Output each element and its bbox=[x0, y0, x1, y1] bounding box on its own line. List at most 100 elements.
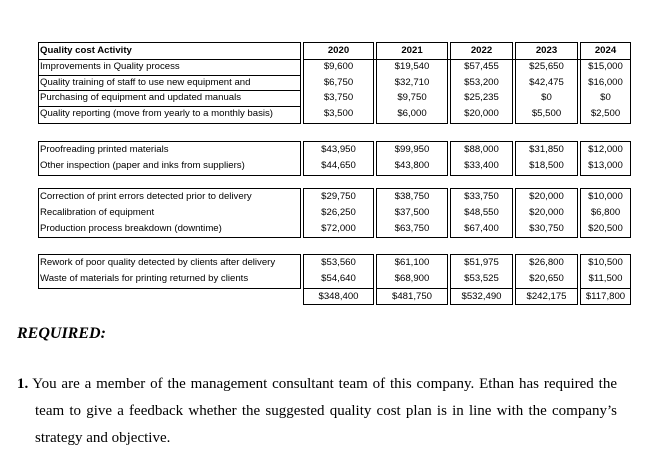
activity: Recalibration of equipment bbox=[40, 206, 155, 218]
question-number: 1. bbox=[17, 376, 29, 392]
amount: $11,500 bbox=[588, 272, 623, 284]
activity: Purchasing of equipment and updated manu… bbox=[40, 92, 242, 104]
amount: $32,710 bbox=[394, 76, 430, 88]
activity: Rework of poor quality detected by clien… bbox=[40, 257, 276, 268]
amount: $26,250 bbox=[321, 206, 356, 218]
activity: Proofreading printed materials bbox=[40, 144, 169, 155]
group-box bbox=[376, 42, 448, 124]
amount: $54,640 bbox=[321, 272, 356, 284]
amount: $61,100 bbox=[394, 257, 430, 268]
amount: $20,000 bbox=[464, 108, 499, 120]
amount: $9,600 bbox=[323, 60, 354, 72]
group-box bbox=[38, 42, 301, 124]
group-box bbox=[450, 188, 513, 239]
group-box bbox=[450, 42, 513, 124]
amount: $53,560 bbox=[321, 257, 356, 268]
header-cell: Quality cost Activity bbox=[40, 45, 132, 56]
total-box bbox=[515, 287, 578, 306]
amount: $13,000 bbox=[588, 159, 623, 171]
amount: $44,650 bbox=[321, 159, 356, 171]
row-rule bbox=[303, 58, 631, 60]
amount: $72,000 bbox=[321, 222, 356, 234]
group-box bbox=[38, 141, 301, 176]
header-cell: 2024 bbox=[594, 45, 617, 56]
group-box bbox=[303, 141, 374, 176]
group-box bbox=[580, 188, 631, 239]
group-box bbox=[303, 254, 374, 289]
amount: $63,750 bbox=[394, 222, 430, 234]
amount: $6,750 bbox=[323, 76, 354, 88]
question: 1. You are a member of the management con… bbox=[17, 371, 617, 452]
amount: $37,500 bbox=[394, 206, 430, 218]
amount: $99,950 bbox=[394, 144, 430, 155]
total: $348,400 bbox=[318, 290, 359, 302]
total: $117,800 bbox=[585, 290, 626, 302]
group-box bbox=[450, 141, 513, 176]
amount: $20,000 bbox=[529, 206, 564, 218]
group-box bbox=[376, 141, 448, 176]
total-box bbox=[450, 287, 513, 306]
question-text: You are a member of the management consu… bbox=[32, 376, 617, 446]
amount: $57,455 bbox=[464, 60, 499, 72]
total: $242,175 bbox=[526, 290, 567, 302]
activity: Improvements in Quality process bbox=[40, 60, 180, 72]
amount: $18,500 bbox=[529, 159, 564, 171]
amount: $10,000 bbox=[588, 191, 623, 202]
group-box bbox=[515, 42, 578, 124]
group-box bbox=[580, 141, 631, 176]
amount: $5,500 bbox=[531, 108, 562, 120]
amount: $16,000 bbox=[588, 76, 623, 88]
row-rule bbox=[38, 74, 301, 76]
amount: $15,000 bbox=[588, 60, 623, 72]
amount: $25,235 bbox=[464, 92, 499, 104]
amount: $67,400 bbox=[464, 222, 499, 234]
group-box bbox=[376, 188, 448, 239]
amount: $6,800 bbox=[590, 206, 621, 218]
amount: $33,750 bbox=[464, 191, 499, 202]
amount: $9,750 bbox=[397, 92, 427, 104]
activity: Quality training of staff to use new equ… bbox=[40, 76, 251, 88]
activity: Correction of print errors detected prio… bbox=[40, 191, 252, 202]
group-box bbox=[515, 188, 578, 239]
amount: $48,550 bbox=[464, 206, 499, 218]
amount: $3,750 bbox=[323, 92, 354, 104]
header-cell: 2021 bbox=[401, 45, 423, 56]
amount: $68,900 bbox=[394, 272, 430, 284]
amount: $53,200 bbox=[464, 76, 499, 88]
total: $532,490 bbox=[461, 290, 502, 302]
activity: Quality reporting (move from yearly to a… bbox=[40, 108, 273, 120]
total: $481,750 bbox=[391, 290, 432, 302]
required-heading: REQUIRED: bbox=[17, 325, 106, 342]
amount: $20,500 bbox=[588, 222, 623, 234]
amount: $2,500 bbox=[590, 108, 621, 120]
group-box bbox=[580, 254, 631, 289]
amount: $26,800 bbox=[529, 257, 564, 268]
amount: $30,750 bbox=[529, 222, 564, 234]
amount: $33,400 bbox=[464, 159, 499, 171]
activity: Production process breakdown (downtime) bbox=[40, 222, 222, 234]
amount: $10,500 bbox=[588, 257, 623, 268]
amount: $43,800 bbox=[394, 159, 430, 171]
header-cell: 2020 bbox=[327, 45, 350, 56]
group-box bbox=[515, 141, 578, 176]
amount: $29,750 bbox=[321, 191, 356, 202]
amount: $43,950 bbox=[321, 144, 356, 155]
header-cell: 2022 bbox=[470, 45, 493, 56]
amount: $51,975 bbox=[464, 257, 499, 268]
group-box bbox=[38, 254, 301, 289]
total-box bbox=[303, 287, 374, 306]
amount: $12,000 bbox=[588, 144, 623, 155]
amount: $25,650 bbox=[529, 60, 564, 72]
row-rule bbox=[38, 58, 301, 60]
activity: Other inspection (paper and inks from su… bbox=[40, 159, 245, 171]
total-box bbox=[580, 287, 631, 306]
header-cell: 2023 bbox=[535, 45, 558, 56]
amount: $3,500 bbox=[323, 108, 354, 120]
row-rule bbox=[38, 90, 301, 92]
group-box bbox=[515, 254, 578, 289]
activity: Waste of materials for printing returned… bbox=[40, 272, 249, 284]
group-box bbox=[376, 254, 448, 289]
amount: $53,525 bbox=[464, 272, 499, 284]
amount: $31,850 bbox=[529, 144, 564, 155]
